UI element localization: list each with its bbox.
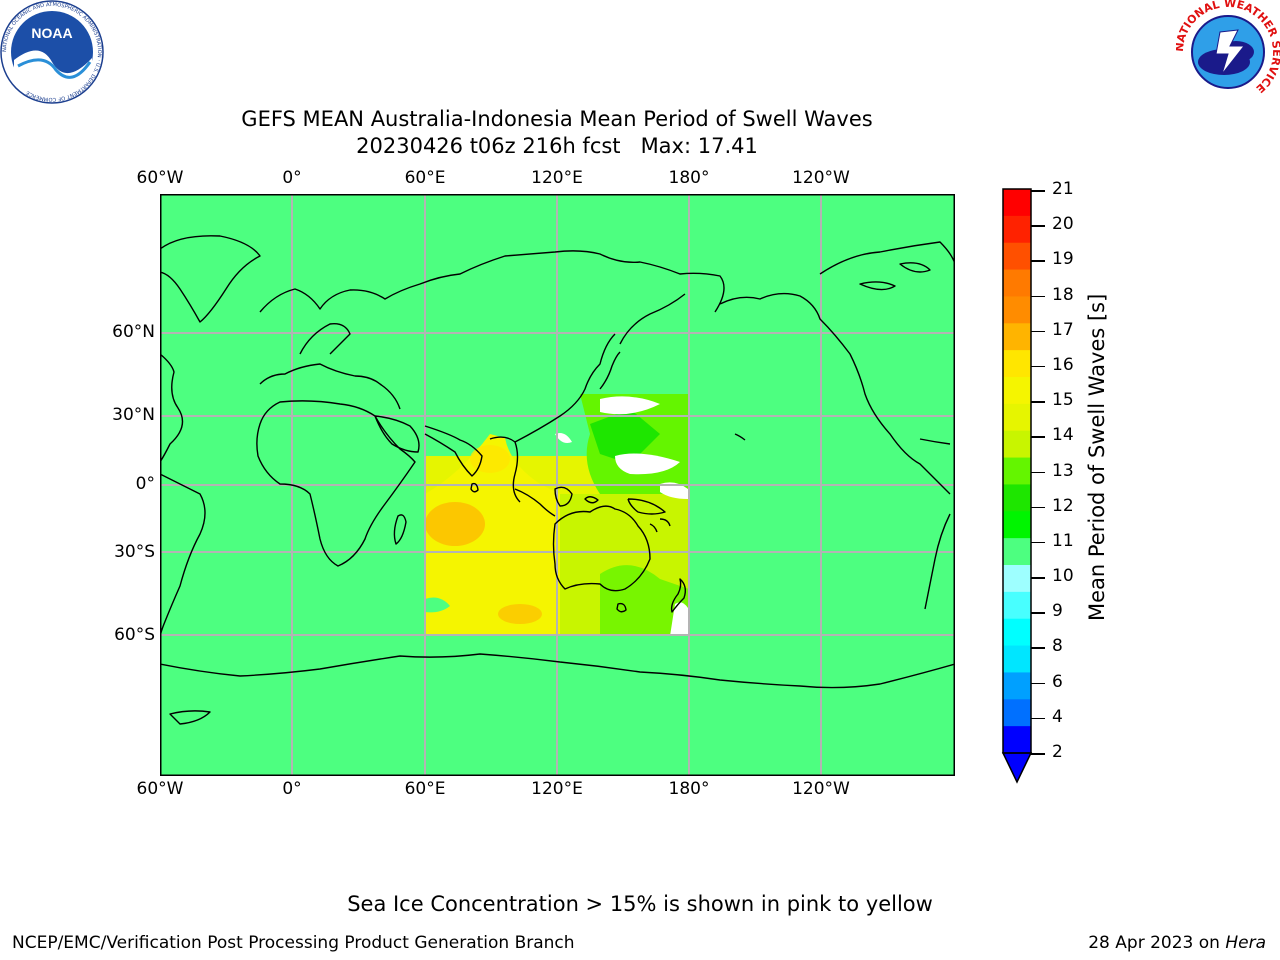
colorbar-tick-label: 21 <box>1052 179 1074 199</box>
lon-tick-top: 0° <box>282 168 302 188</box>
colorbar-block <box>1003 672 1031 700</box>
map-panel <box>160 194 955 776</box>
chart-subtitle: 20230426 t06z 216h fcst Max: 17.41 <box>356 134 758 158</box>
colorbar-tick-label: 20 <box>1052 214 1074 235</box>
colorbar-tick-mark <box>1031 717 1045 720</box>
colorbar-tick-label: 6 <box>1052 671 1063 692</box>
colorbar-tick-label: 11 <box>1052 530 1074 551</box>
lon-tick-top: 180° <box>668 168 710 188</box>
footer-left: NCEP/EMC/Verification Post Processing Pr… <box>12 933 575 953</box>
colorbar-block <box>1003 189 1031 217</box>
colorbar-blocks <box>1003 189 1031 754</box>
colorbar-block <box>1003 645 1031 673</box>
colorbar-block <box>1003 242 1031 271</box>
colorbar-block <box>1003 565 1031 593</box>
lat-tick: 0° <box>135 474 155 494</box>
colorbar-block <box>1003 215 1031 244</box>
lon-tick-top: 60°W <box>136 168 184 188</box>
colorbar-extend-triangle <box>1001 752 1033 784</box>
map-frame <box>160 194 955 776</box>
lat-tick: 60°N <box>112 322 155 342</box>
lon-tick-top: 120°E <box>531 168 583 188</box>
sea-ice-note: Sea Ice Concentration > 15% is shown in … <box>347 892 933 916</box>
colorbar-tick-mark <box>1031 506 1045 509</box>
colorbar-tick-mark <box>1031 612 1045 614</box>
colorbar-tick-mark <box>1031 436 1045 438</box>
colorbar-tick-label: 12 <box>1052 495 1074 516</box>
colorbar-tick-label: 19 <box>1052 249 1074 270</box>
colorbar-tick-mark <box>1031 753 1045 755</box>
colorbar-block <box>1003 726 1031 754</box>
noaa-logo: NOAA NATIONAL OCEANIC AND ATMOSPHERIC AD… <box>0 0 104 104</box>
footer-date: 28 Apr 2023 on <box>1088 933 1220 953</box>
lon-tick-bottom: 60°E <box>404 779 446 799</box>
colorbar-block <box>1003 618 1031 647</box>
colorbar-block <box>1003 591 1031 620</box>
colorbar-block <box>1003 538 1031 566</box>
colorbar-frame <box>1002 188 1032 754</box>
nws-logo: NATIONAL WEATHER SERVICE <box>1176 0 1280 103</box>
colorbar-tick-mark <box>1031 577 1045 579</box>
lon-tick-bottom: 120°E <box>531 779 583 799</box>
colorbar-tick-mark <box>1031 365 1045 368</box>
colorbar-block <box>1003 296 1031 324</box>
colorbar-block <box>1003 350 1031 378</box>
lon-tick-bottom: 60°W <box>136 779 184 799</box>
lon-tick-top: 120°W <box>792 168 850 188</box>
colorbar-tick-mark <box>1031 647 1045 649</box>
colorbar-title: Mean Period of Swell Waves [s] <box>1085 293 1109 621</box>
lon-tick-bottom: 120°W <box>792 779 850 799</box>
colorbar-tick-label: 18 <box>1052 284 1074 305</box>
colorbar-tick-label: 14 <box>1052 425 1074 446</box>
colorbar-tick-label: 4 <box>1052 706 1063 727</box>
lon-tick-bottom: 180° <box>668 779 710 799</box>
colorbar-tick-label: 2 <box>1052 742 1063 762</box>
colorbar-tick-mark <box>1031 330 1045 333</box>
colorbar-tick-label: 9 <box>1052 601 1063 622</box>
colorbar-tick-label: 13 <box>1052 460 1074 481</box>
graticule <box>160 194 955 776</box>
colorbar <box>1001 188 1033 784</box>
footer-host: Hera <box>1225 933 1266 953</box>
footer-right: 28 Apr 2023 on Hera <box>1088 933 1266 953</box>
colorbar-tick-mark <box>1031 541 1045 544</box>
colorbar-tick-label: 16 <box>1052 354 1074 375</box>
colorbar-block <box>1003 430 1031 459</box>
colorbar-tick-mark <box>1031 190 1045 192</box>
svg-text:NOAA: NOAA <box>31 25 72 41</box>
colorbar-block <box>1003 484 1031 512</box>
colorbar-block <box>1003 377 1031 405</box>
colorbar-block <box>1003 403 1031 432</box>
colorbar-tick-label: 10 <box>1052 566 1074 587</box>
lat-tick: 30°S <box>114 542 155 562</box>
colorbar-tick-mark <box>1031 260 1045 262</box>
chart-title: GEFS MEAN Australia-Indonesia Mean Perio… <box>241 107 873 131</box>
colorbar-block <box>1003 699 1031 727</box>
coastlines <box>160 235 955 725</box>
colorbar-tick-mark <box>1031 471 1045 473</box>
colorbar-block <box>1003 269 1031 297</box>
lon-tick-bottom: 0° <box>282 779 302 799</box>
lat-tick: 30°N <box>112 405 155 425</box>
lon-tick-top: 60°E <box>404 168 446 188</box>
colorbar-block <box>1003 457 1031 485</box>
colorbar-block <box>1003 511 1031 539</box>
colorbar-tick-mark <box>1031 682 1045 685</box>
colorbar-tick-mark <box>1031 225 1045 227</box>
colorbar-tick-label: 17 <box>1052 319 1074 340</box>
lat-tick: 60°S <box>114 625 155 645</box>
colorbar-tick-label: 15 <box>1052 390 1074 411</box>
colorbar-tick-mark <box>1031 401 1045 403</box>
colorbar-tick-mark <box>1031 295 1045 298</box>
colorbar-tick-label: 8 <box>1052 636 1063 657</box>
colorbar-block <box>1003 323 1031 351</box>
